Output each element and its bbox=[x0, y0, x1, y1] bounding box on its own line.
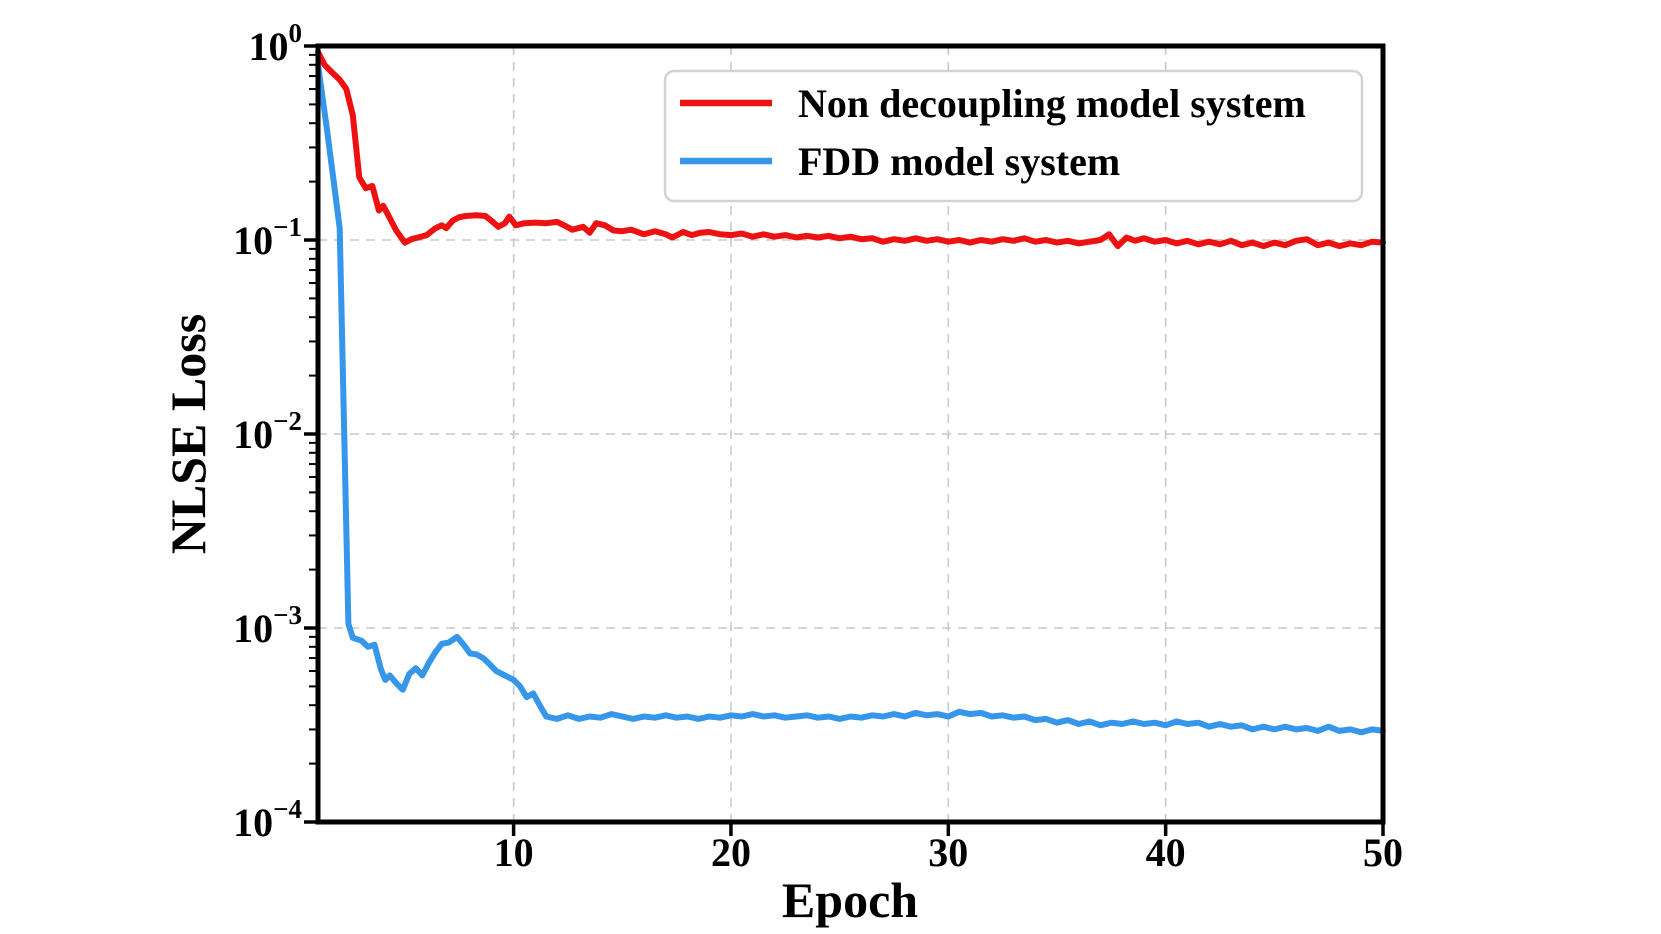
y-axis-label: NLSE Loss bbox=[160, 314, 216, 554]
y-tick-label-1e-2: 10−2 bbox=[233, 406, 302, 457]
series-line-non-decoupling bbox=[315, 49, 1386, 250]
series-line-fdd bbox=[315, 61, 1386, 736]
x-tick-label-20: 20 bbox=[711, 830, 751, 875]
y-tick-label-1e-3: 10−3 bbox=[233, 600, 302, 651]
x-axis-label: Epoch bbox=[782, 872, 918, 928]
y-tick-label-1e0: 100 bbox=[249, 18, 303, 69]
x-tick-label-50: 50 bbox=[1363, 830, 1403, 875]
legend-box bbox=[663, 69, 1364, 203]
tick-label-layer: 10 20 30 40 50 100 10−1 10−2 10−3 10−4 bbox=[233, 18, 1403, 875]
y-tick-label-1e-1: 10−1 bbox=[233, 212, 302, 263]
x-tick-label-30: 30 bbox=[928, 830, 968, 875]
legend-label-fdd: FDD model system bbox=[798, 139, 1120, 184]
legend-label-non-decoupling: Non decoupling model system bbox=[798, 81, 1306, 126]
legend: Non decoupling model system FDD model sy… bbox=[663, 69, 1364, 203]
plot-frame bbox=[315, 43, 1386, 825]
x-tick-label-10: 10 bbox=[494, 830, 534, 875]
x-tick-label-40: 40 bbox=[1146, 830, 1186, 875]
tick-layer bbox=[304, 44, 1385, 836]
y-tick-label-1e-4: 10−4 bbox=[233, 794, 302, 845]
series-layer bbox=[315, 49, 1386, 736]
